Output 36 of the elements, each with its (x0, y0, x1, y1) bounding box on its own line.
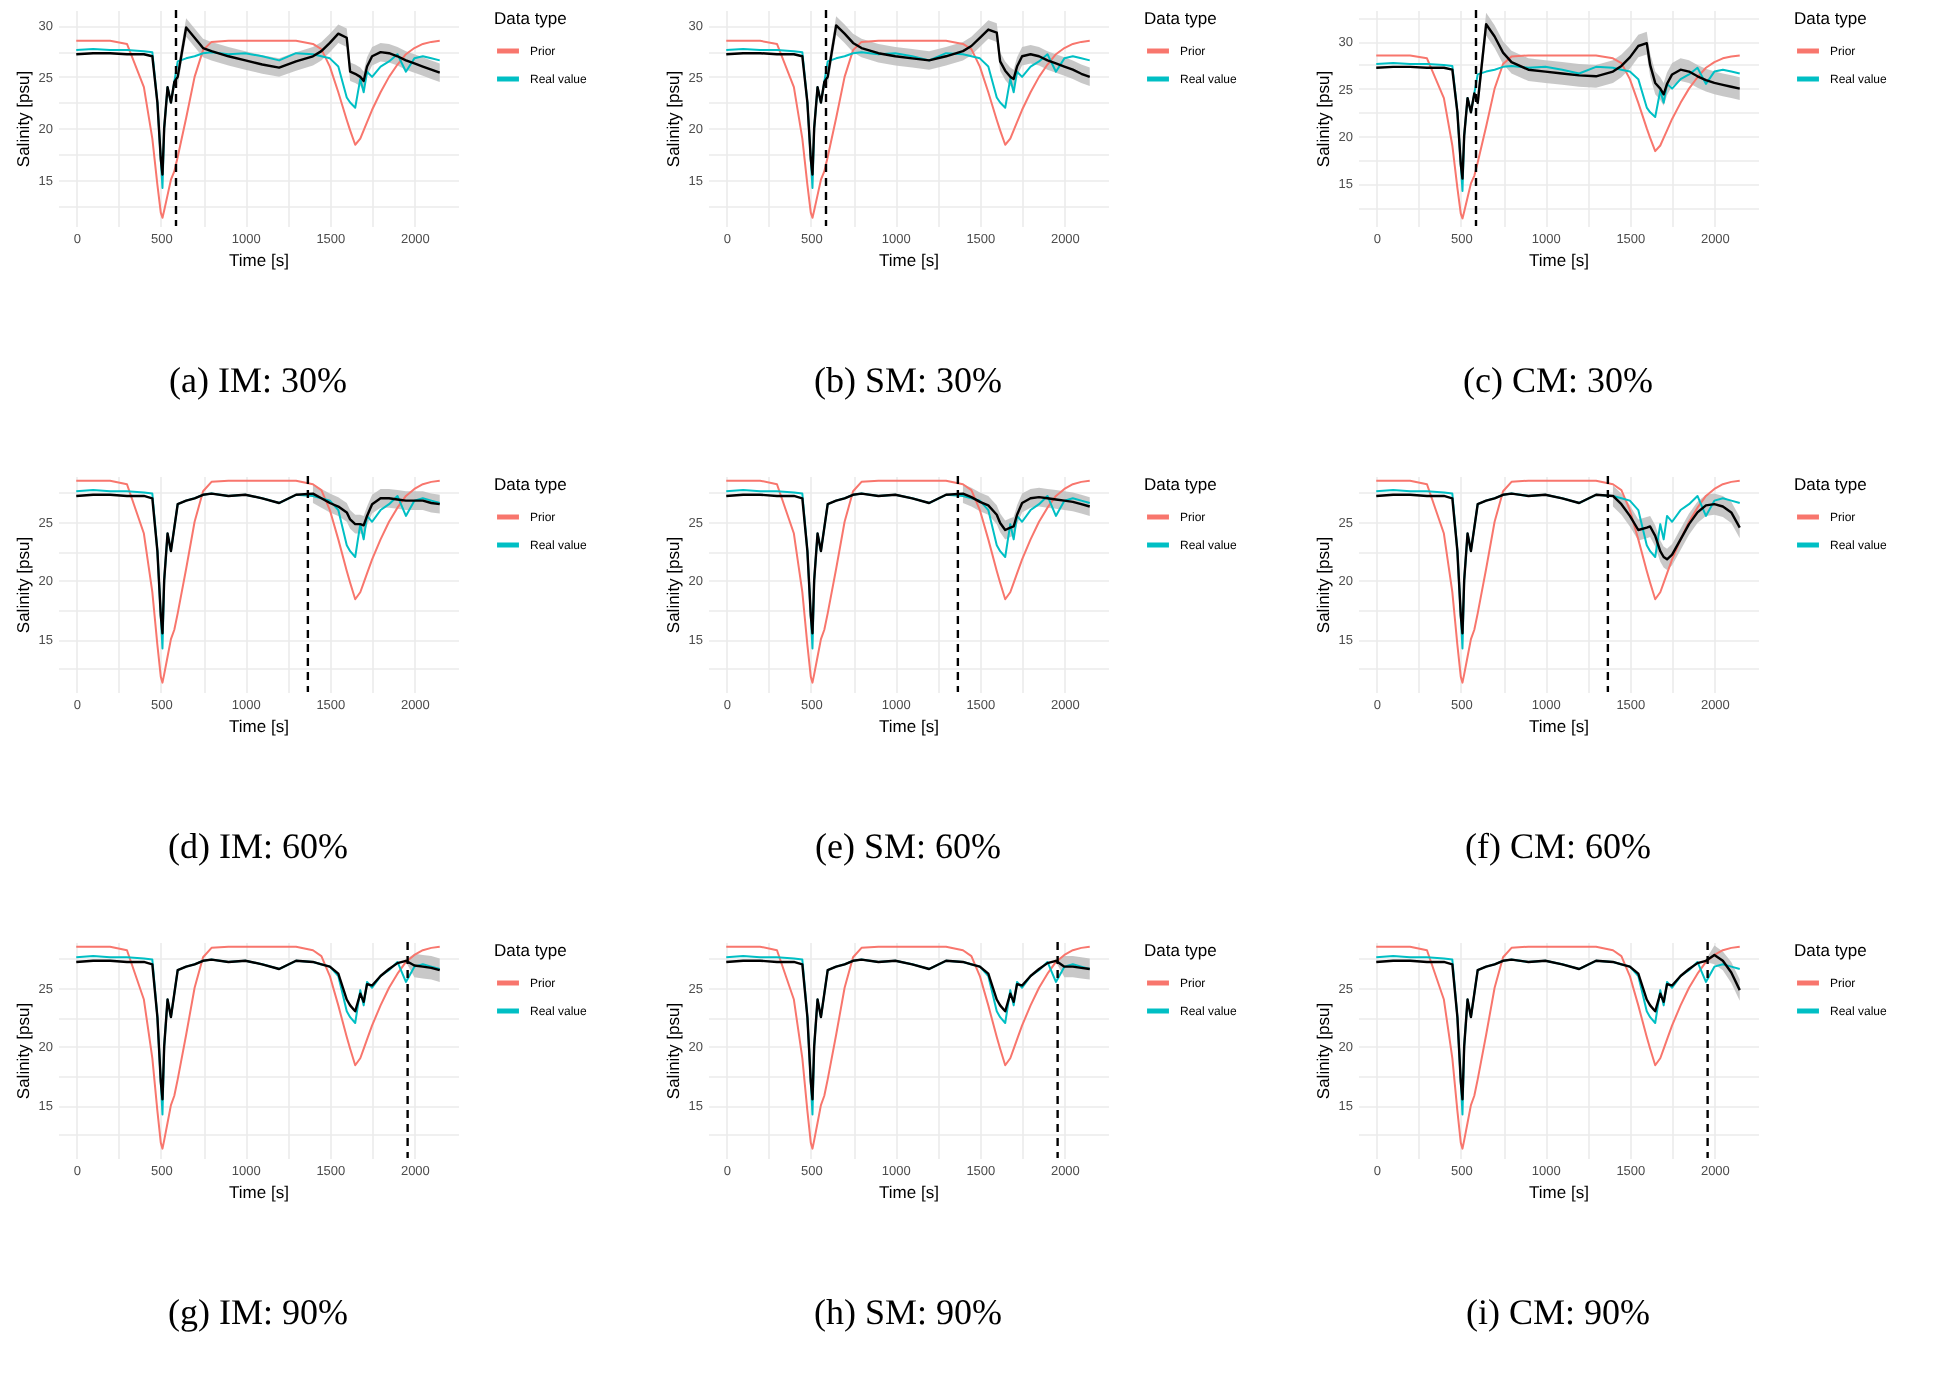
y-axis-title: Salinity [psu] (662, 536, 683, 634)
text: (d) IM: 60% (168, 826, 348, 866)
y-axis-title: Salinity [psu] (1312, 536, 1333, 634)
x-axis-title: Time [s] (229, 716, 289, 736)
x-axis-title: Time [s] (879, 1182, 939, 1202)
legend-title: Data type (1144, 940, 1218, 960)
legend-title: Data type (1794, 8, 1868, 28)
legend-title: Data type (1794, 940, 1868, 960)
text: (g) IM: 90% (168, 1292, 348, 1332)
x-axis-title: Time [s] (229, 1182, 289, 1202)
legend-title: Data type (494, 474, 568, 494)
y-axis-title: Salinity [psu] (1312, 70, 1333, 168)
x-axis-title: Time [s] (1529, 250, 1589, 270)
y-axis-title: Salinity [psu] (12, 536, 33, 634)
text: (b) SM: 30% (814, 360, 1003, 400)
x-axis-title: Time [s] (229, 250, 289, 270)
x-axis-title: Time [s] (879, 250, 939, 270)
y-axis-title: Salinity [psu] (662, 70, 683, 168)
y-axis-title: Salinity [psu] (12, 70, 33, 168)
y-axis-title: Salinity [psu] (1312, 1002, 1333, 1100)
x-axis-title: Time [s] (879, 716, 939, 736)
y-axis-title: Salinity [psu] (12, 1002, 33, 1100)
text: (h) SM: 90% (814, 1292, 1003, 1332)
y-axis-title: Salinity [psu] (662, 1002, 683, 1100)
x-axis-title: Time [s] (1529, 716, 1589, 736)
text: (e) SM: 60% (815, 826, 1001, 866)
x-axis-title: Time [s] (1529, 1182, 1589, 1202)
text: (a) IM: 30% (169, 360, 347, 400)
legend-title: Data type (494, 940, 568, 960)
legend-title: Data type (1794, 474, 1868, 494)
text: (i) CM: 90% (1466, 1292, 1650, 1332)
legend-title: Data type (494, 8, 568, 28)
text: (c) CM: 30% (1463, 360, 1653, 400)
legend-title: Data type (1144, 474, 1218, 494)
text: (f) CM: 60% (1465, 826, 1651, 866)
legend-title: Data type (1144, 8, 1218, 28)
